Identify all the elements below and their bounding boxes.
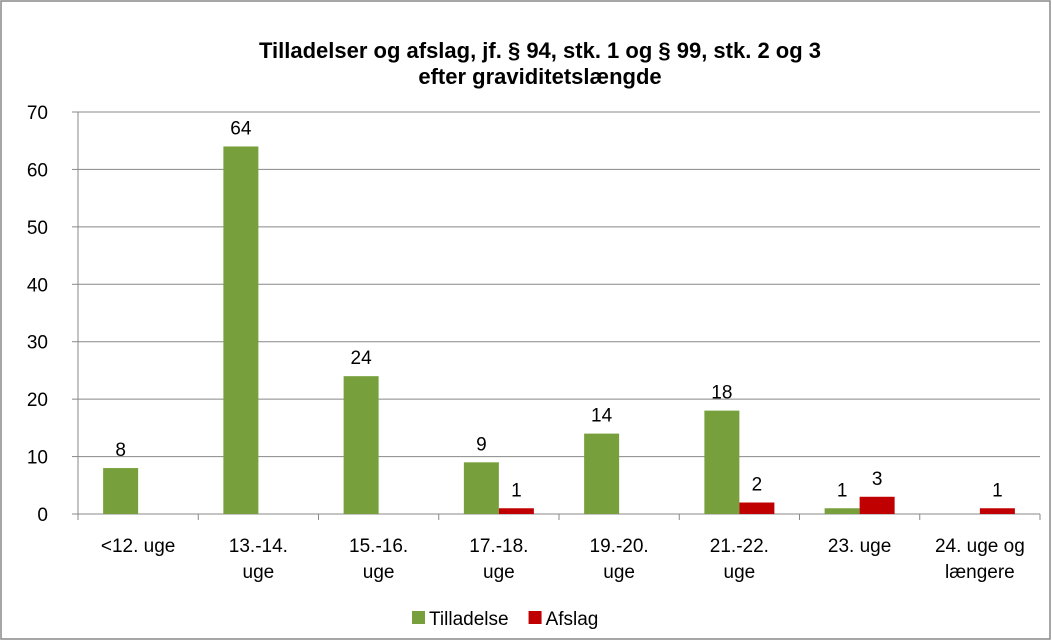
y-tick-label: 60 — [27, 160, 48, 181]
data-label: 1 — [992, 480, 1003, 501]
data-label: 64 — [230, 118, 252, 139]
x-tick-label: 19.-20. uge — [590, 536, 649, 583]
x-tick-label: 13.-14. uge — [229, 536, 288, 583]
bar — [704, 410, 740, 514]
y-tick-label: 40 — [27, 275, 48, 296]
bar — [223, 146, 259, 514]
data-label: 8 — [115, 440, 126, 461]
bar — [103, 468, 139, 514]
bar — [498, 508, 534, 514]
bar — [343, 376, 379, 514]
data-label: 3 — [872, 469, 883, 490]
bar — [979, 508, 1015, 514]
x-tick-label: 17.-18. uge — [469, 536, 528, 583]
bar — [584, 433, 620, 514]
y-tick-label: 70 — [27, 103, 48, 124]
bar — [463, 462, 499, 514]
data-label: 14 — [591, 406, 613, 427]
legend-swatch — [528, 611, 542, 624]
y-tick-label: 10 — [27, 448, 48, 469]
y-tick-label: 0 — [37, 505, 48, 526]
y-tick-label: 20 — [27, 390, 48, 411]
x-tick-label: 21.-22. uge — [710, 536, 769, 583]
x-tick-label: 23. uge — [828, 536, 891, 557]
x-tick-label: <12. uge — [101, 536, 176, 557]
bar — [859, 496, 895, 514]
legend-swatch — [412, 611, 425, 624]
data-label: 2 — [752, 475, 763, 496]
data-label: 9 — [476, 434, 487, 455]
data-label: 1 — [837, 480, 848, 501]
bar — [824, 508, 860, 514]
legend-label: Afslag — [546, 609, 599, 630]
data-label: 18 — [711, 383, 732, 404]
bar — [739, 502, 775, 514]
data-label: 1 — [511, 480, 522, 501]
x-tick-label: 24. uge og længere — [935, 536, 1025, 583]
y-tick-label: 30 — [27, 333, 48, 354]
data-label: 24 — [351, 348, 373, 369]
y-tick-label: 50 — [27, 218, 48, 239]
chart-title: Tilladelser og afslag, jf. § 94, stk. 1 … — [259, 38, 821, 89]
legend-label: Tilladelse — [429, 609, 509, 630]
x-tick-label: 15.-16. uge — [349, 536, 408, 583]
